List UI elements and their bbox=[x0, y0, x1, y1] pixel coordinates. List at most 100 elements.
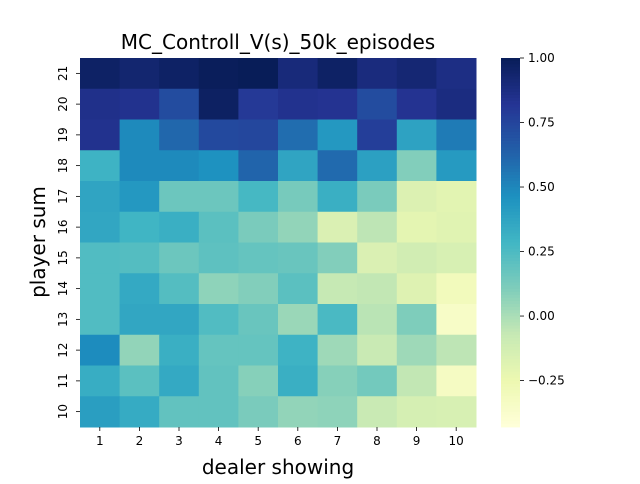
colorbar-segment bbox=[501, 196, 520, 200]
heatmap-cell bbox=[198, 211, 239, 243]
colorbar-tick-label: −0.25 bbox=[528, 374, 565, 388]
heatmap-cell bbox=[159, 150, 200, 182]
x-tick-label: 9 bbox=[413, 434, 421, 448]
y-tick-label: 16 bbox=[56, 219, 70, 234]
colorbar-segment bbox=[501, 97, 520, 102]
y-tick-label: 20 bbox=[56, 96, 70, 111]
y-tick-label: 17 bbox=[56, 189, 70, 204]
colorbar-segment bbox=[501, 94, 520, 99]
heatmap-cell bbox=[278, 119, 319, 151]
colorbar-segment bbox=[501, 193, 520, 197]
heatmap-cell bbox=[317, 273, 358, 305]
colorbar-segment bbox=[501, 202, 520, 207]
heatmap-cell bbox=[80, 181, 121, 213]
x-axis-ticks: 1 2 3 4 5 6 7 8 9 10 bbox=[96, 427, 464, 448]
colorbar-segment bbox=[501, 171, 520, 176]
heatmap-cell bbox=[238, 273, 279, 305]
heatmap-cell bbox=[396, 304, 437, 336]
heatmap-cell bbox=[159, 396, 200, 428]
heatmap-cell bbox=[436, 273, 477, 305]
colorbar-segment bbox=[501, 214, 520, 219]
colorbar-segment bbox=[501, 230, 520, 234]
heatmap-cell bbox=[317, 181, 358, 213]
heatmap-cell bbox=[317, 242, 358, 274]
heatmap-cell bbox=[278, 150, 319, 182]
colorbar-segment bbox=[501, 270, 520, 274]
colorbar-segment bbox=[501, 294, 520, 299]
heatmap-cell bbox=[119, 273, 160, 305]
y-axis-ticks: 21 20 19 18 17 16 15 14 13 12 11 10 bbox=[56, 66, 80, 419]
colorbar-segment bbox=[501, 224, 520, 228]
colorbar-segment bbox=[501, 319, 520, 323]
heatmap-cell bbox=[80, 396, 121, 428]
colorbar-segment bbox=[501, 337, 520, 342]
colorbar-segment bbox=[501, 267, 520, 271]
colorbar-segment bbox=[501, 156, 520, 160]
heatmap-cell bbox=[357, 273, 398, 305]
heatmap-cell bbox=[238, 150, 279, 182]
colorbar-segment bbox=[501, 307, 520, 311]
colorbar-segment bbox=[501, 119, 520, 123]
heatmap-cell bbox=[396, 365, 437, 397]
heatmap-cell bbox=[357, 181, 398, 213]
heatmap-cell bbox=[80, 58, 121, 90]
colorbar-segment bbox=[501, 257, 520, 262]
colorbar-segment bbox=[501, 377, 520, 382]
heatmap-cell bbox=[119, 334, 160, 366]
heatmap-cell bbox=[317, 396, 358, 428]
heatmap-cell bbox=[317, 304, 358, 336]
heatmap-cell bbox=[357, 365, 398, 397]
heatmap-cell bbox=[198, 273, 239, 305]
colorbar-segment bbox=[501, 205, 520, 210]
y-tick-label: 19 bbox=[56, 127, 70, 142]
colorbar-segment bbox=[501, 282, 520, 286]
heatmap-cell bbox=[357, 150, 398, 182]
heatmap-cell bbox=[80, 211, 121, 243]
heatmap-cell bbox=[396, 242, 437, 274]
heatmap-cell bbox=[436, 365, 477, 397]
y-tick-label: 14 bbox=[56, 281, 70, 296]
heatmap-cell bbox=[317, 150, 358, 182]
colorbar-segment bbox=[501, 141, 520, 145]
y-tick-label: 10 bbox=[56, 404, 70, 419]
colorbar-segment bbox=[501, 316, 520, 320]
colorbar-segment bbox=[501, 153, 520, 157]
colorbar-segment bbox=[501, 420, 520, 425]
colorbar-segment bbox=[501, 402, 520, 406]
colorbar: −0.25 0.00 0.25 0.50 0.75 1.00 bbox=[501, 51, 565, 428]
y-tick-label: 18 bbox=[56, 158, 70, 173]
heatmap-cell bbox=[317, 365, 358, 397]
heatmap-cell bbox=[159, 365, 200, 397]
colorbar-segment bbox=[501, 245, 520, 250]
heatmap-cell bbox=[357, 58, 398, 90]
x-tick-label: 10 bbox=[449, 434, 464, 448]
colorbar-segment bbox=[501, 334, 520, 339]
colorbar-segment bbox=[501, 396, 520, 400]
colorbar-segment bbox=[501, 199, 520, 203]
heatmap-cell bbox=[159, 211, 200, 243]
colorbar-segment bbox=[501, 300, 520, 305]
heatmap-cell bbox=[80, 365, 121, 397]
heatmap-cell bbox=[436, 150, 477, 182]
colorbar-segment bbox=[501, 190, 520, 194]
colorbar-segment bbox=[501, 227, 520, 231]
colorbar-segment bbox=[501, 168, 520, 173]
colorbar-segment bbox=[501, 350, 520, 354]
colorbar-segment bbox=[501, 365, 520, 369]
colorbar-segment bbox=[501, 248, 520, 253]
colorbar-segment bbox=[501, 353, 520, 357]
heatmap-cell bbox=[198, 334, 239, 366]
heatmap-cell bbox=[119, 304, 160, 336]
heatmap-cell bbox=[238, 181, 279, 213]
heatmap-cell bbox=[119, 242, 160, 274]
colorbar-segment bbox=[501, 134, 520, 139]
heatmap-cell bbox=[159, 334, 200, 366]
colorbar-segment bbox=[501, 297, 520, 302]
colorbar-segment bbox=[501, 343, 520, 348]
colorbar-segment bbox=[501, 88, 520, 93]
heatmap-cell bbox=[198, 396, 239, 428]
colorbar-segment bbox=[501, 390, 520, 394]
colorbar-segment bbox=[501, 113, 520, 117]
colorbar-segment bbox=[501, 322, 520, 326]
